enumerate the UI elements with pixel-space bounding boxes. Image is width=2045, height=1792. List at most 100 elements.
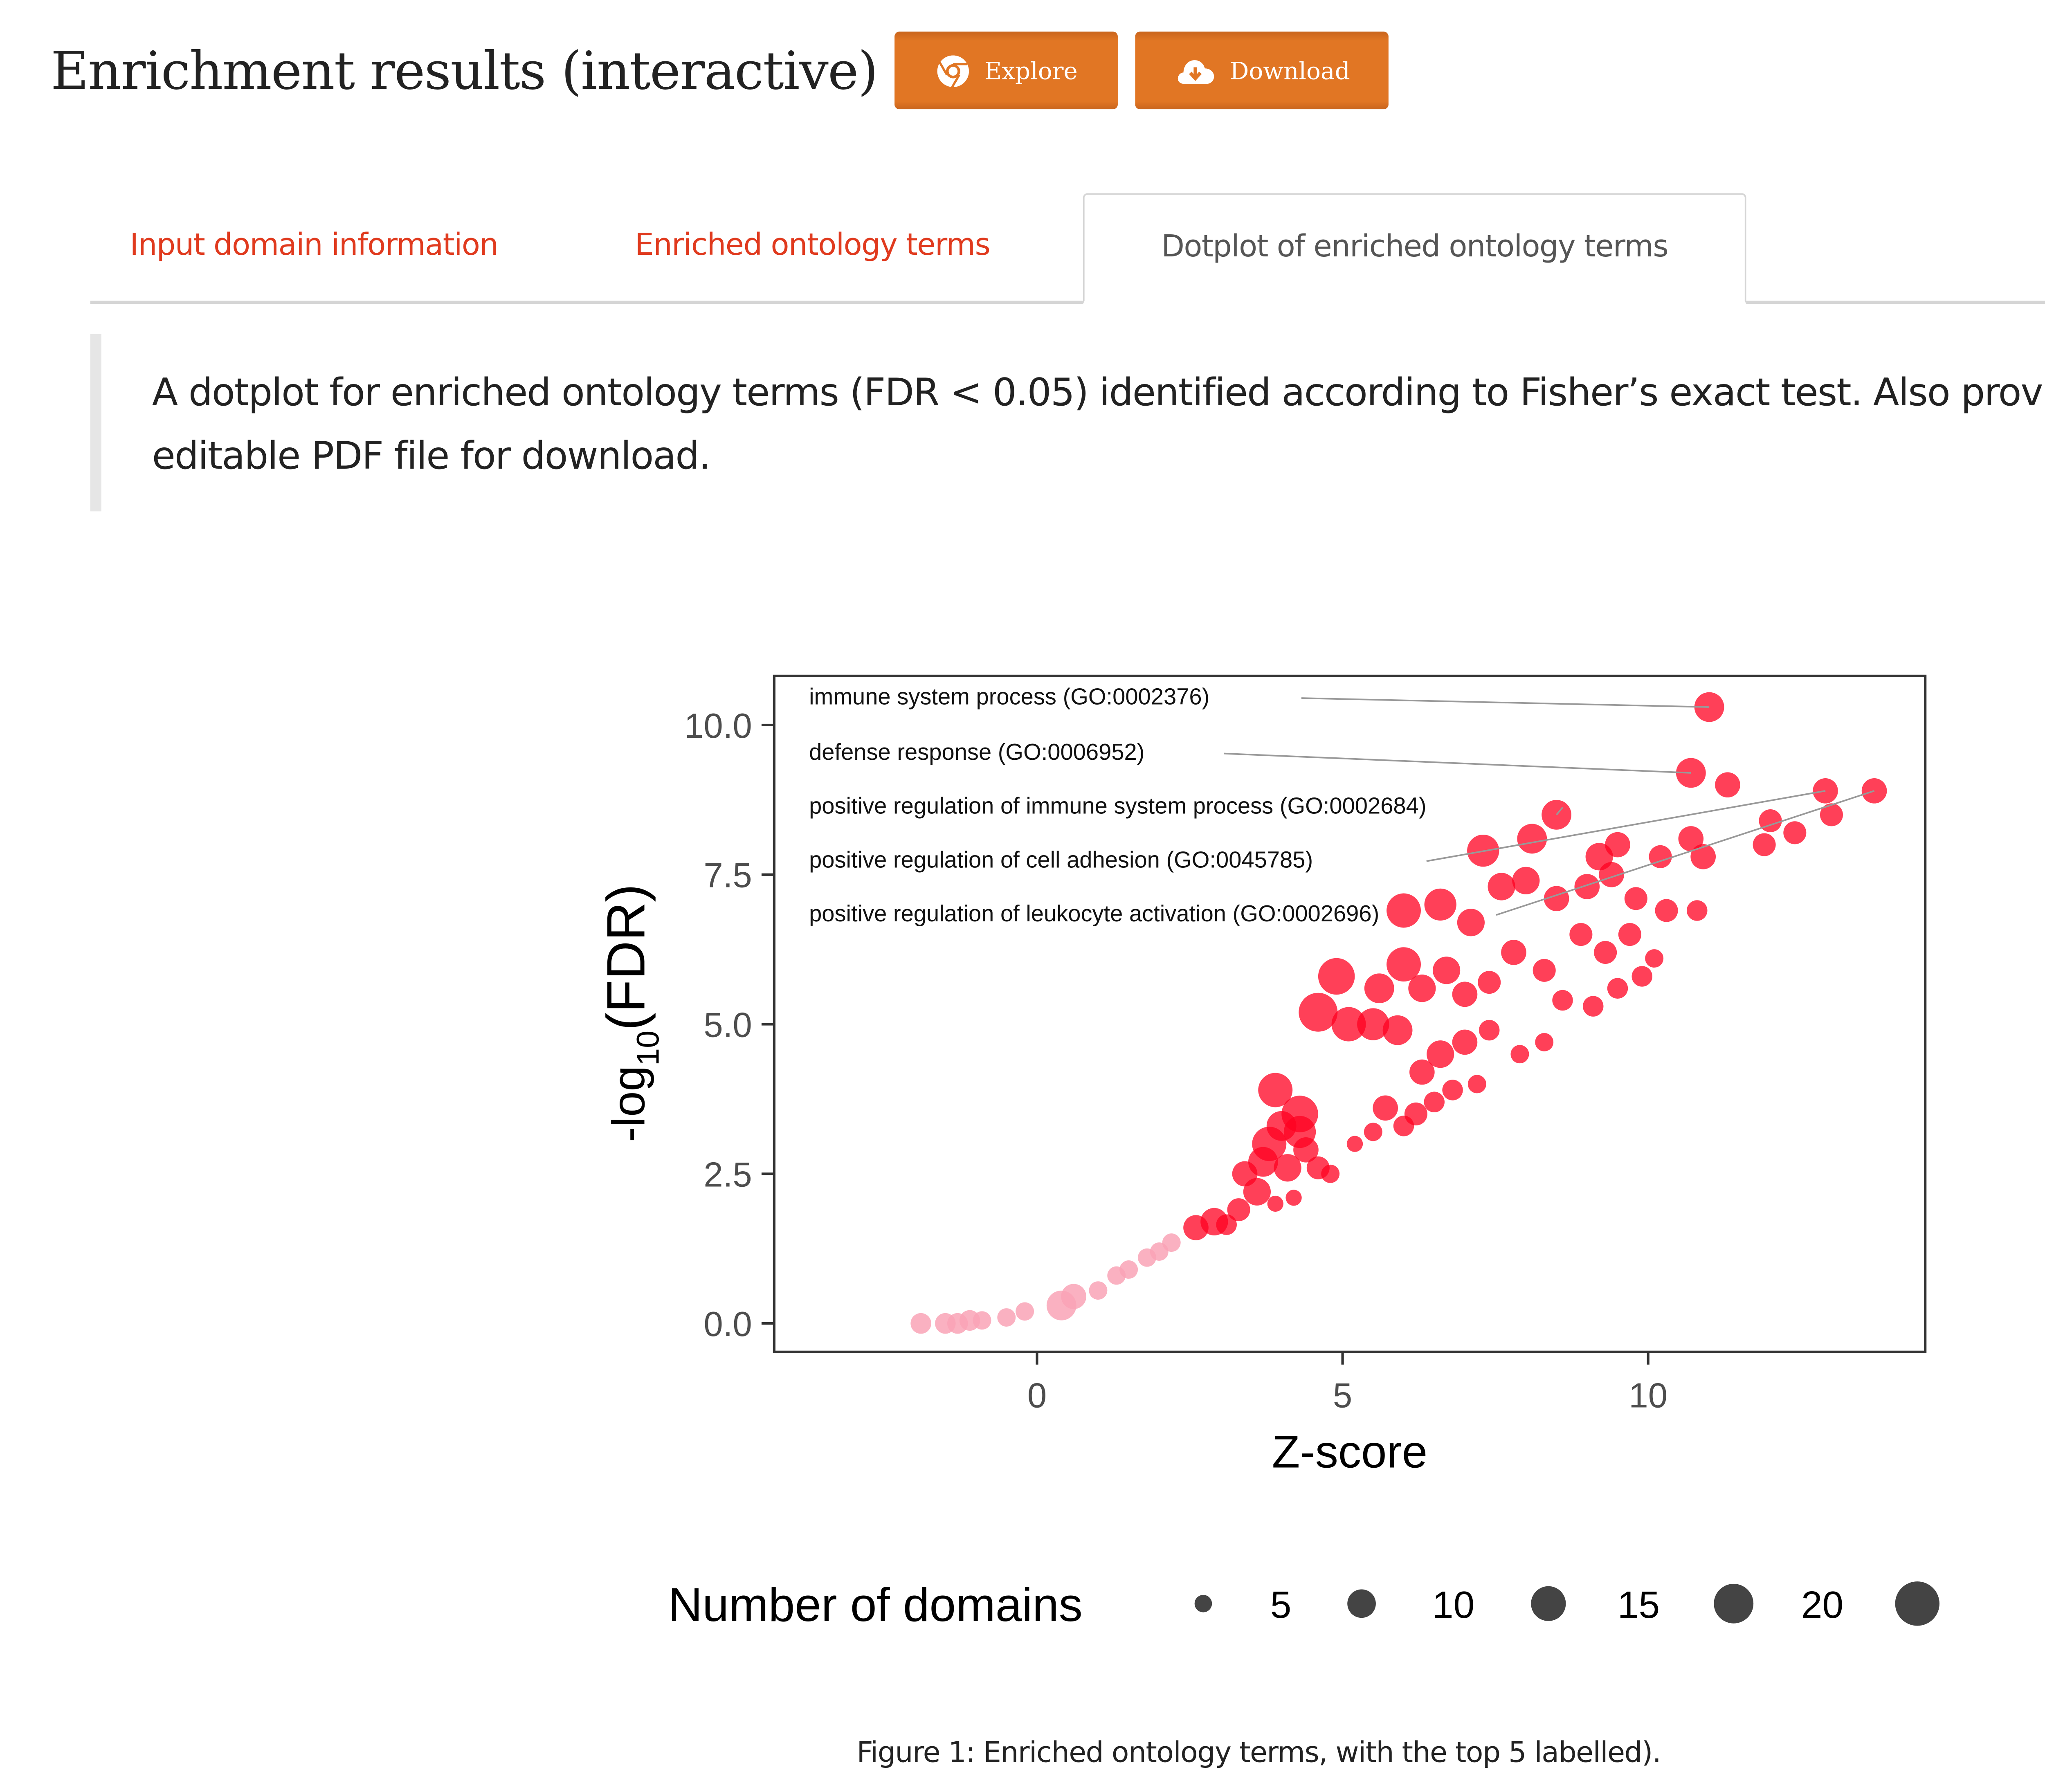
data-point	[1119, 1260, 1138, 1279]
data-point	[1594, 941, 1617, 964]
figure-caption: Figure 1: Enriched ontology terms, with …	[856, 1736, 1661, 1770]
y-axis-label: -log10(FDR)	[596, 884, 665, 1142]
data-point	[1645, 949, 1664, 968]
legend-key-icon	[1347, 1589, 1376, 1618]
data-point	[1544, 886, 1569, 912]
data-point	[1488, 873, 1515, 900]
size-legend: Number of domains 5 10 15 20	[668, 1578, 1939, 1631]
data-point	[1424, 1091, 1445, 1112]
y-tick-label: 0.0	[703, 1305, 752, 1344]
data-point	[910, 1313, 931, 1334]
data-point	[1089, 1281, 1108, 1300]
tab-bar: Input domain information Enriched ontolo…	[90, 193, 2045, 304]
data-point	[1452, 1029, 1478, 1055]
data-point	[1582, 996, 1604, 1017]
data-point	[1424, 888, 1456, 921]
page-title: Enrichment results (interactive)	[50, 39, 879, 101]
data-point	[1535, 1033, 1554, 1051]
legend-label: 20	[1801, 1583, 1843, 1626]
data-point	[1281, 1096, 1318, 1132]
data-point	[1387, 947, 1421, 982]
data-point	[1061, 1284, 1086, 1309]
data-point	[1267, 1195, 1283, 1212]
labelled-point	[1694, 692, 1724, 722]
data-point	[1382, 1015, 1413, 1045]
data-point	[1318, 958, 1355, 995]
data-point	[1715, 772, 1740, 798]
description-text: A dotplot for enriched ontology terms (F…	[152, 370, 2045, 478]
header-row: Enrichment results (interactive) Explore…	[50, 31, 1389, 110]
data-point	[1387, 893, 1421, 928]
data-point	[1274, 1154, 1301, 1182]
data-point	[1331, 1007, 1366, 1042]
data-point	[1552, 990, 1573, 1011]
data-point	[1285, 1190, 1302, 1206]
data-point	[1655, 899, 1678, 922]
data-point	[1690, 844, 1716, 869]
data-point	[1409, 1059, 1435, 1085]
data-point	[1753, 833, 1776, 856]
data-point	[1227, 1198, 1250, 1222]
data-point	[1452, 981, 1478, 1007]
data-point	[1364, 1123, 1382, 1141]
legend-key-icon	[1714, 1583, 1754, 1624]
data-point	[1258, 1073, 1293, 1107]
data-point	[1016, 1302, 1034, 1321]
legend-key-icon	[1531, 1586, 1566, 1621]
chrome-icon	[937, 54, 969, 87]
x-tick-label: 5	[1333, 1376, 1352, 1415]
data-point	[1479, 1020, 1500, 1041]
data-point	[1216, 1214, 1237, 1235]
term-labels: immune system process (GO:0002376) defens…	[809, 684, 1875, 926]
term-label: defense response (GO:0006952)	[809, 739, 1144, 765]
data-point	[1408, 975, 1436, 1002]
term-label: immune system process (GO:0002376)	[809, 684, 1209, 710]
y-tick-label: 7.5	[703, 856, 752, 895]
data-point	[1293, 1137, 1319, 1163]
data-point	[1373, 1095, 1398, 1121]
y-tick-label: 5.0	[703, 1006, 752, 1045]
data-point	[1364, 973, 1394, 1004]
tab-enriched-ontology-terms[interactable]: Enriched ontology terms	[635, 228, 991, 263]
legend-title: Number of domains	[668, 1578, 1083, 1631]
data-point	[1346, 1136, 1363, 1152]
data-point	[1467, 1075, 1486, 1094]
data-point	[1649, 845, 1672, 868]
data-point	[1783, 821, 1807, 844]
term-label: positive regulation of leukocyte activat…	[809, 900, 1379, 926]
description-callout: A dotplot for enriched ontology terms (F…	[90, 334, 2045, 512]
data-point	[1569, 923, 1593, 946]
data-point	[1357, 1008, 1389, 1040]
data-point	[1632, 966, 1653, 987]
legend-label: 15	[1618, 1583, 1660, 1626]
data-point	[1510, 1045, 1529, 1064]
explore-label: Explore	[984, 56, 1078, 85]
y-tick-label: 2.5	[703, 1155, 752, 1194]
data-point	[1243, 1178, 1271, 1206]
data-point	[1512, 867, 1540, 894]
term-label: positive regulation of immune system pro…	[809, 793, 1426, 819]
data-point	[1404, 1102, 1427, 1126]
data-point	[1427, 1040, 1454, 1068]
data-point	[1533, 959, 1556, 982]
labelled-point	[1813, 778, 1838, 804]
data-point	[1624, 887, 1647, 910]
download-button[interactable]: Download	[1135, 31, 1389, 110]
term-label: positive regulation of cell adhesion (GO…	[809, 847, 1313, 872]
explore-button[interactable]: Explore	[895, 31, 1118, 110]
data-point	[1457, 909, 1485, 936]
tab-dotplot[interactable]: Dotplot of enriched ontology terms	[1083, 193, 1746, 304]
data-point	[1517, 824, 1547, 854]
data-point	[1759, 809, 1782, 833]
tab-input-domain-information[interactable]: Input domain information	[130, 228, 499, 263]
data-point	[1607, 978, 1628, 999]
data-point	[1299, 993, 1338, 1032]
x-tick-label: 0	[1027, 1376, 1047, 1415]
data-point	[1478, 971, 1501, 994]
x-axis-label: Z-score	[1272, 1426, 1427, 1477]
data-point	[997, 1308, 1016, 1327]
data-point	[1678, 826, 1704, 851]
y-tick-label: 10.0	[684, 707, 752, 746]
